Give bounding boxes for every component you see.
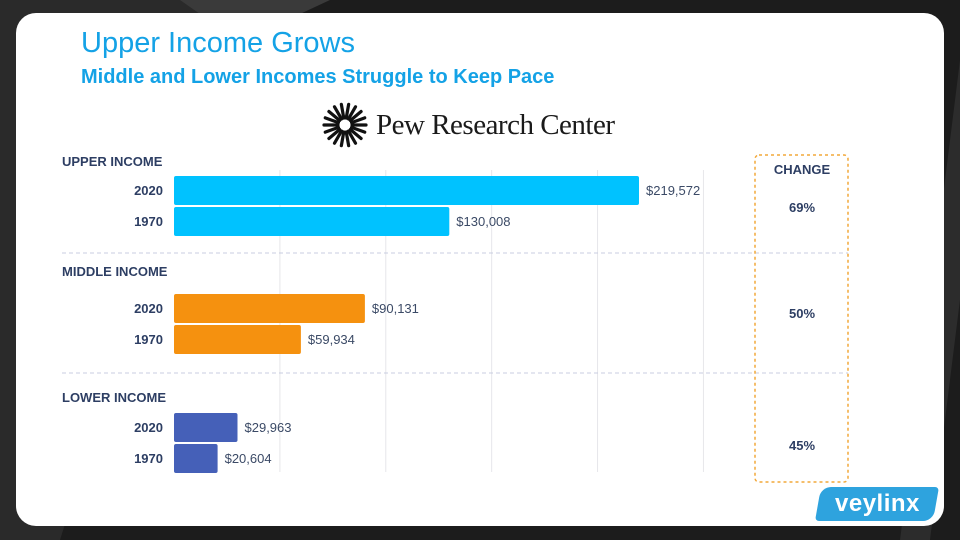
page-subtitle: Middle and Lower Incomes Struggle to Kee… xyxy=(81,66,555,88)
bar xyxy=(174,207,450,236)
change-value: 69% xyxy=(789,200,815,215)
bar xyxy=(174,294,365,323)
change-value: 45% xyxy=(789,438,815,453)
change-column-box xyxy=(754,154,849,483)
change-header: CHANGE xyxy=(774,162,831,177)
veylinx-brand-logo: veylinx xyxy=(815,487,939,521)
bar xyxy=(174,413,238,442)
year-label: 2020 xyxy=(134,301,163,316)
pew-sunburst-icon xyxy=(322,102,368,148)
year-label: 2020 xyxy=(134,420,163,435)
group-label: UPPER INCOME xyxy=(62,154,163,169)
value-label: $90,131 xyxy=(372,301,419,316)
year-label: 2020 xyxy=(134,183,163,198)
year-label: 1970 xyxy=(134,332,163,347)
bar xyxy=(174,176,639,205)
brand-text: veylinx xyxy=(834,490,920,517)
pew-logo: Pew Research Center xyxy=(322,102,615,148)
year-label: 1970 xyxy=(134,451,163,466)
pew-logo-text: Pew Research Center xyxy=(376,108,615,141)
change-value: 50% xyxy=(789,306,815,321)
year-label: 1970 xyxy=(134,214,163,229)
bar xyxy=(174,444,218,473)
value-label: $59,934 xyxy=(308,332,355,347)
group-label: MIDDLE INCOME xyxy=(62,264,168,279)
slide-card xyxy=(16,13,944,526)
group-label: LOWER INCOME xyxy=(62,390,166,405)
value-label: $29,963 xyxy=(245,420,292,435)
page-title: Upper Income Grows xyxy=(81,27,355,59)
value-label: $20,604 xyxy=(225,451,272,466)
bar xyxy=(174,325,301,354)
value-label: $130,008 xyxy=(456,214,510,229)
marks-layer: CHANGE UPPER INCOME 2020 $219,572 1970 $130,0… xyxy=(62,154,830,473)
value-label: $219,572 xyxy=(646,183,700,198)
